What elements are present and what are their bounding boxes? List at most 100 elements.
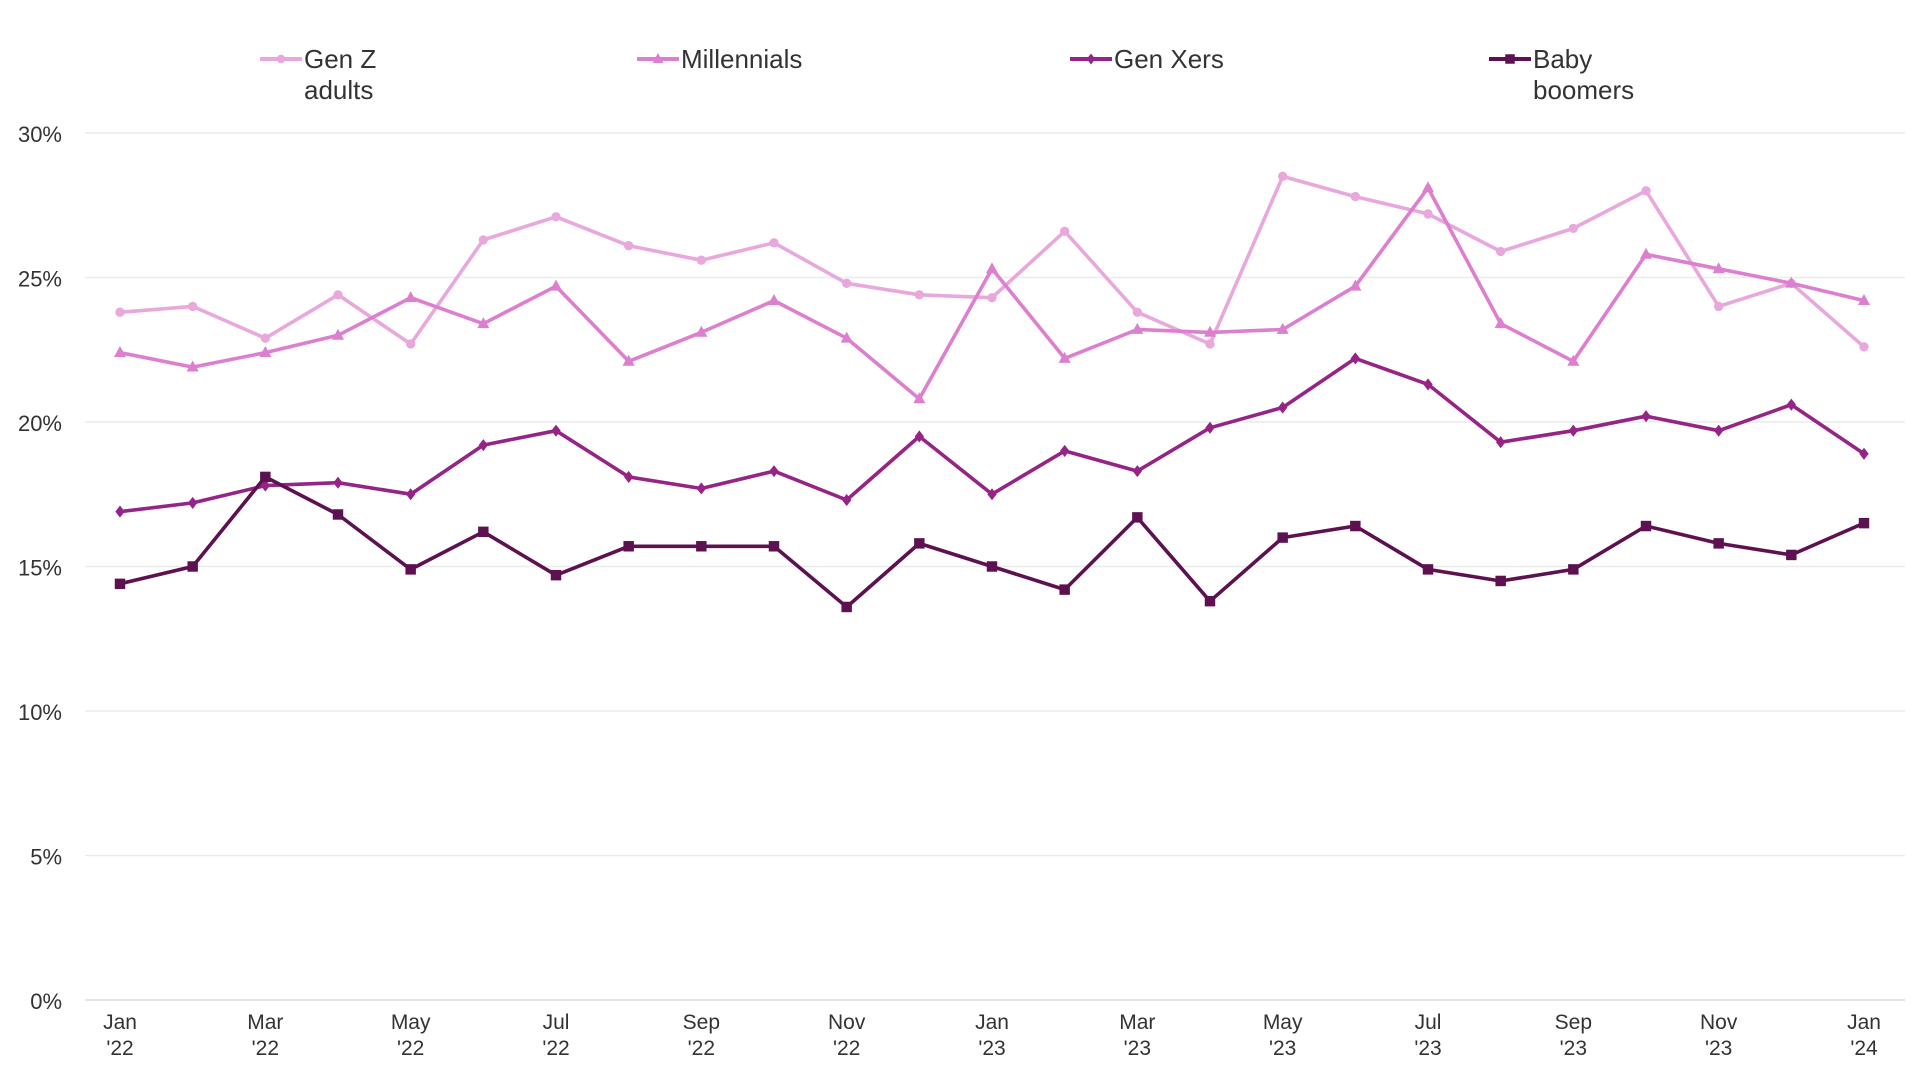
x-tick-year-label: '22 (542, 1037, 569, 1060)
data-point-triangle (1276, 322, 1289, 334)
data-point-square (1132, 512, 1143, 523)
x-tick-month-label: May (391, 1011, 431, 1034)
data-point-circle (551, 212, 561, 222)
data-point-square (986, 561, 998, 572)
legend-swatch-circle (260, 54, 302, 64)
x-tick-month-label: Jan (975, 1011, 1009, 1034)
data-point-circle (841, 278, 852, 288)
data-point-triangle (1421, 181, 1435, 193)
data-point-circle (187, 301, 198, 312)
data-point-diamond (769, 465, 779, 478)
data-point-square (1422, 564, 1434, 575)
data-point-diamond (405, 488, 416, 501)
x-tick-year-label: '22 (833, 1037, 860, 1060)
x-tick-month-label: Jan (103, 1011, 137, 1034)
legend-swatch-square (1489, 54, 1531, 64)
data-point-diamond (1277, 401, 1288, 414)
legend-item: Baby boomers (1487, 44, 1634, 106)
x-tick-month-label: Jan (1847, 1011, 1881, 1034)
data-point-triangle (1203, 325, 1217, 337)
data-point-square (1350, 520, 1361, 532)
legend-label: Millennials (681, 44, 803, 74)
data-point-diamond (696, 482, 707, 495)
data-point-square (114, 578, 126, 590)
x-tick-month-label: Sep (683, 1011, 720, 1034)
x-tick-month-label: Nov (1700, 1011, 1738, 1034)
legend-swatch-triangle (637, 53, 679, 63)
legend-swatch-diamond (1070, 53, 1112, 65)
data-point-square (332, 509, 344, 520)
data-point-triangle (113, 346, 127, 358)
data-point-triangle (913, 392, 926, 404)
data-point-circle (1059, 226, 1070, 236)
data-point-circle (1350, 191, 1361, 202)
data-point-triangle (1639, 247, 1653, 259)
data-point-diamond (1641, 410, 1651, 423)
x-tick-year-label: '23 (1705, 1037, 1732, 1060)
data-point-square (1858, 517, 1870, 529)
y-tick-label: 20% (18, 411, 62, 436)
series-4 (114, 471, 1870, 613)
data-point-circle (914, 290, 925, 300)
x-tick-year-label: '23 (1124, 1037, 1151, 1060)
x-tick-month-label: Nov (828, 1011, 866, 1034)
data-point-triangle (1857, 294, 1871, 306)
data-point-triangle (622, 354, 635, 366)
legend-marker (1086, 53, 1096, 65)
data-point-circle (1568, 223, 1579, 234)
data-point-triangle (331, 328, 345, 340)
data-point-square (1495, 575, 1506, 587)
x-tick-year-label: '22 (688, 1037, 715, 1060)
data-point-circle (987, 293, 997, 303)
x-tick-month-label: Mar (247, 1011, 283, 1034)
data-point-diamond (187, 496, 198, 509)
x-tick-month-label: Mar (1119, 1011, 1155, 1034)
data-point-circle (260, 333, 271, 343)
data-point-square (478, 526, 489, 538)
series-2 (113, 181, 1871, 404)
data-point-triangle (840, 331, 853, 343)
data-point-triangle (1567, 354, 1580, 366)
data-point-circle (115, 307, 125, 317)
legend-label: Gen Xers (1114, 44, 1224, 74)
data-point-circle (1205, 339, 1215, 349)
data-point-triangle (695, 325, 708, 337)
data-point-triangle (477, 317, 490, 329)
data-point-square (1640, 520, 1652, 532)
data-point-diamond (1713, 424, 1724, 437)
data-point-square (1277, 532, 1288, 543)
legend-label: Baby boomers (1533, 44, 1635, 105)
x-tick-month-label: May (1263, 1011, 1303, 1034)
x-tick-year-label: '22 (252, 1037, 279, 1060)
x-tick-year-label: '24 (1850, 1037, 1878, 1060)
data-point-diamond (551, 424, 561, 437)
data-point-diamond (1568, 424, 1579, 437)
y-tick-label: 10% (18, 700, 62, 725)
x-tick-year-label: '23 (1269, 1037, 1296, 1060)
data-point-square (623, 541, 634, 552)
data-point-triangle (1349, 279, 1362, 291)
data-point-circle (333, 290, 343, 300)
data-point-diamond (1423, 378, 1433, 391)
data-point-diamond (841, 493, 852, 507)
x-tick-month-label: Jul (543, 1011, 570, 1034)
legend-item: Gen Xers (1068, 44, 1224, 75)
data-point-triangle (404, 291, 417, 303)
data-point-diamond (478, 439, 489, 452)
data-point-square (260, 471, 271, 483)
data-point-triangle (1785, 276, 1798, 288)
data-point-square (405, 564, 416, 575)
data-point-circle (478, 235, 489, 245)
data-point-circle (696, 255, 707, 265)
data-point-circle (1495, 246, 1506, 257)
data-point-diamond (623, 470, 634, 483)
data-point-triangle (1058, 351, 1071, 363)
data-point-square (187, 561, 198, 572)
data-point-square (1059, 584, 1070, 595)
data-point-diamond (1132, 465, 1143, 478)
data-point-circle (1423, 209, 1433, 219)
x-tick-year-label: '23 (978, 1037, 1005, 1060)
y-tick-label: 0% (30, 989, 62, 1014)
data-point-triangle (186, 360, 199, 372)
